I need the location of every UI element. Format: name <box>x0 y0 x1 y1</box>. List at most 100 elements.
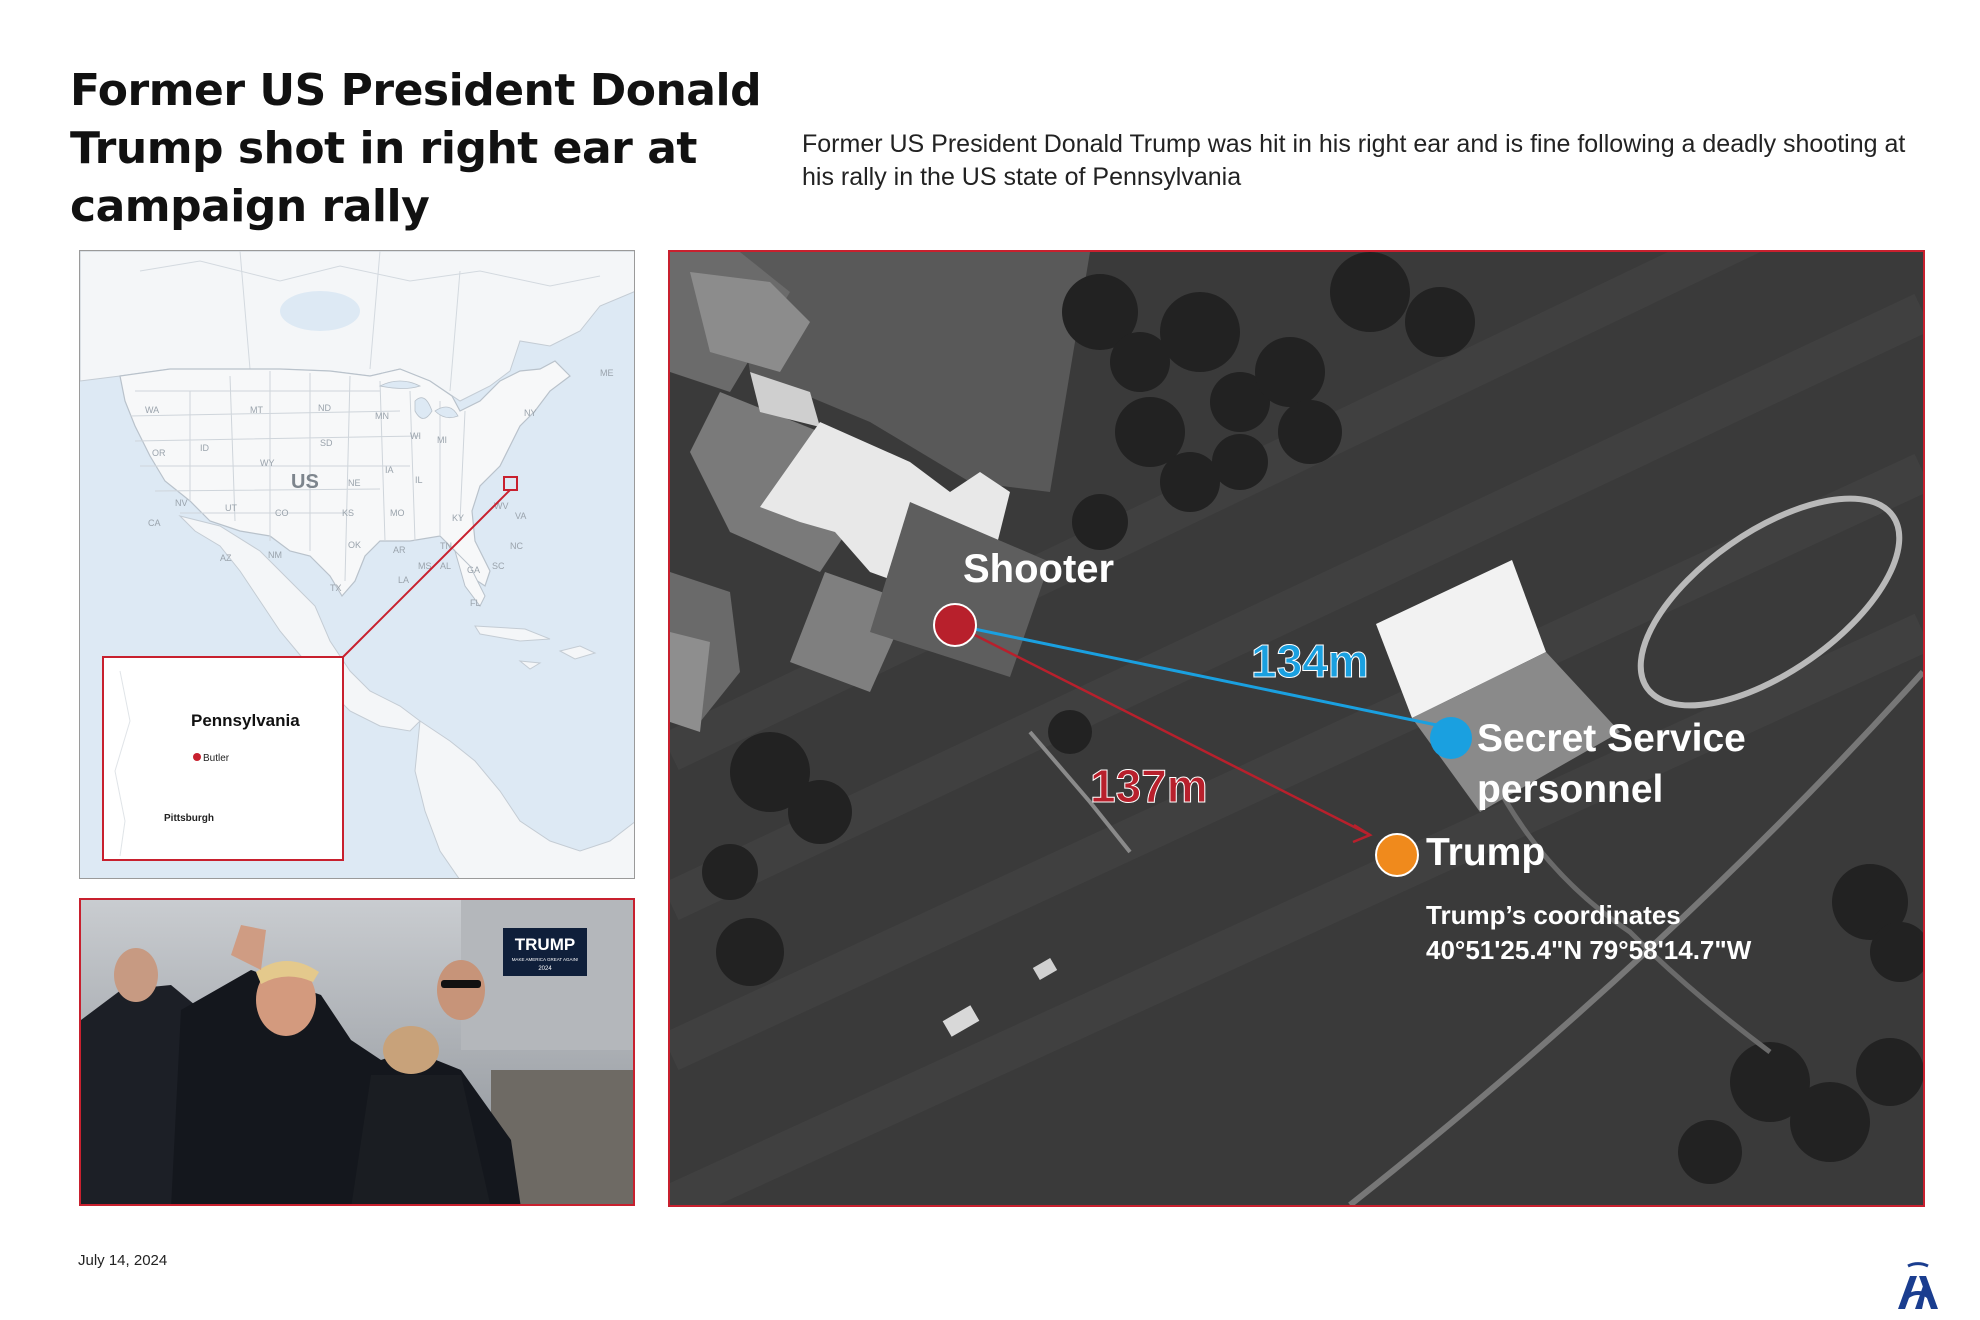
tree-clusters <box>702 252 1923 1184</box>
state-code: NC <box>510 541 523 551</box>
publication-date: July 14, 2024 <box>78 1252 168 1269</box>
state-code: AR <box>393 545 406 555</box>
aerial-labels: Shooter 134m 137m Secret Service personn… <box>963 547 1752 965</box>
mexico-land <box>178 515 421 732</box>
secret-service-label-line1: Secret Service <box>1477 717 1746 760</box>
state-code: MN <box>375 411 389 421</box>
agr-building <box>870 502 1050 677</box>
lake <box>280 291 360 331</box>
state-code: ID <box>200 443 210 453</box>
building-roof-nw <box>690 272 810 372</box>
state-code: CA <box>148 518 161 528</box>
state-code: AZ <box>220 553 232 563</box>
pittsburgh-label: Pittsburgh <box>164 813 214 824</box>
country-label: US <box>291 471 319 493</box>
state-code: IL <box>415 475 423 485</box>
small-vehicle <box>1032 957 1058 981</box>
trump-label: Trump <box>1426 831 1545 874</box>
trump-hair <box>256 961 319 984</box>
state-code: GA <box>467 565 480 575</box>
coordinates-value: 40°51'25.4"N 79°58'14.7"W <box>1426 935 1752 965</box>
state-code: WI <box>410 431 421 441</box>
state-code: WY <box>260 458 275 468</box>
inset-frame <box>102 656 344 861</box>
road-service <box>1487 770 1772 1054</box>
state-code: LA <box>398 575 409 585</box>
trump-face <box>256 964 316 1036</box>
state-code: AL <box>440 561 451 571</box>
state-code: SC <box>492 561 505 571</box>
shooter-label: Shooter <box>963 547 1114 591</box>
agent-face-left <box>114 948 158 1002</box>
agent-body-woman <box>351 1075 491 1204</box>
state-code: TN <box>440 541 452 551</box>
road-east <box>1348 669 1923 1205</box>
stage-path <box>1028 730 1132 854</box>
trump-marker <box>1375 833 1419 877</box>
locator-map-svg: WA MT ND MN OR SD ID WY NV UT NE IA IL C… <box>80 251 634 878</box>
campaign-sign <box>503 928 587 976</box>
race-track <box>1637 495 1903 709</box>
location-box-marker <box>503 476 518 491</box>
florida <box>453 549 486 607</box>
sign-title: TRUMP <box>515 935 575 954</box>
inset-state-label: Pennsylvania <box>191 711 300 730</box>
locator-map: WA MT ND MN OR SD ID WY NV UT NE IA IL C… <box>79 250 635 879</box>
state-code: KS <box>342 508 354 518</box>
canada-province-borders <box>239 251 461 392</box>
state-code: MO <box>390 508 405 518</box>
state-code: OR <box>152 448 166 458</box>
state-code: WA <box>145 405 159 415</box>
agent-figure-left <box>81 985 201 1204</box>
rally-photo-svg: TRUMP MAKE AMERICA GREAT AGAIN! 2024 <box>81 900 633 1204</box>
state-code: ND <box>318 403 331 413</box>
rally-photo: TRUMP MAKE AMERICA GREAT AGAIN! 2024 <box>79 898 635 1206</box>
building-sw-roof <box>670 632 710 732</box>
building-roof-west <box>750 372 820 427</box>
state-code: IA <box>385 465 394 475</box>
trump-arrowhead <box>1352 823 1373 844</box>
agent-head-woman <box>383 1026 439 1074</box>
state-code: VA <box>515 511 526 521</box>
coordinates-label: Trump’s coordinates <box>1426 900 1681 930</box>
trump-line <box>954 623 1371 837</box>
state-code: MT <box>250 405 263 415</box>
state-code: NE <box>348 478 361 488</box>
state-borders <box>129 371 466 582</box>
state-code: KY <box>452 513 464 523</box>
page-subtitle: Former US President Donald Trump was hit… <box>802 130 1906 191</box>
state-code: MI <box>437 435 447 445</box>
secret-service-line <box>954 623 1452 730</box>
state-code: MS <box>418 561 432 571</box>
pennsylvania-inset: Pennsylvania Butler Pittsburgh <box>102 656 344 861</box>
state-code: UT <box>225 503 237 513</box>
canada-province-lines <box>139 260 601 287</box>
state-code: WV <box>494 501 509 511</box>
state-code: OK <box>348 540 361 550</box>
agent-face-right <box>437 960 485 1020</box>
sunglasses <box>441 980 481 988</box>
raised-fist <box>231 925 266 970</box>
distance-134-label: 134m <box>1251 635 1369 687</box>
aerial-map: Shooter 134m 137m Secret Service personn… <box>668 250 1925 1207</box>
sign-slogan: MAKE AMERICA GREAT AGAIN! <box>512 957 579 962</box>
great-lakes <box>378 380 459 419</box>
sign-year: 2024 <box>538 966 552 972</box>
barn-roof <box>1376 560 1546 718</box>
secret-service-label-line2: personnel <box>1477 768 1663 811</box>
state-code: TX <box>330 583 342 593</box>
south-america-land <box>414 720 634 878</box>
secret-service-marker <box>1430 717 1472 759</box>
aa-logo-icon <box>1898 1262 1938 1309</box>
trailer <box>942 1005 980 1037</box>
caribbean-islands <box>474 625 597 670</box>
parking-lot <box>730 252 1090 492</box>
leader-line <box>342 489 511 658</box>
state-code: FL <box>470 598 481 608</box>
state-codes: WA MT ND MN OR SD ID WY NV UT NE IA IL C… <box>145 368 614 608</box>
state-code: CO <box>275 508 289 518</box>
state-code: NV <box>175 498 188 508</box>
barn-annex <box>1412 652 1620 812</box>
page-title: Former US President Donald Trump shot in… <box>70 65 762 232</box>
butler-marker <box>193 753 201 761</box>
